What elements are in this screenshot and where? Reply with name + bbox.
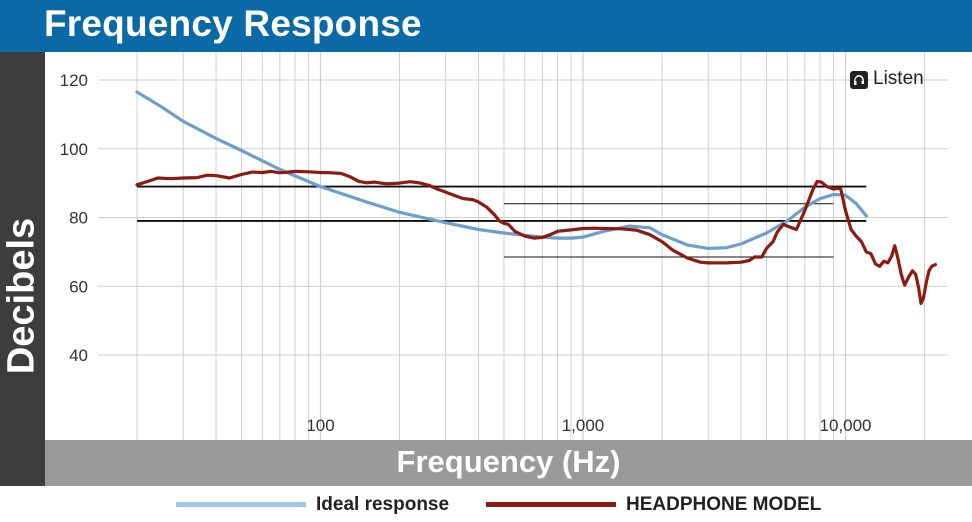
y-tick-label: 120 bbox=[60, 71, 88, 90]
y-tick-label: 60 bbox=[69, 277, 88, 296]
x-axis-label: Frequency (Hz) bbox=[396, 444, 621, 479]
chart-grid bbox=[98, 52, 948, 440]
page-title: Frequency Response bbox=[44, 3, 422, 44]
x-tick-label: 1,000 bbox=[562, 416, 605, 435]
series-line-headphone bbox=[135, 169, 937, 305]
legend-label-headphone: HEADPHONE MODEL bbox=[626, 494, 822, 515]
title-bar: Frequency Response bbox=[0, 0, 972, 52]
y-tick-label: 40 bbox=[69, 346, 88, 365]
x-tick-label: 10,000 bbox=[820, 416, 872, 435]
series-lines bbox=[135, 90, 937, 305]
brand-name: Listen bbox=[873, 68, 924, 89]
headphone-logo-icon bbox=[850, 71, 868, 89]
legend-item-headphone: HEADPHONE MODEL bbox=[486, 491, 846, 517]
legend-label-ideal: Ideal response bbox=[316, 494, 450, 515]
legend-item-ideal: Ideal response bbox=[176, 491, 476, 517]
y-axis-label-band: Decibels bbox=[0, 52, 45, 486]
chart-legend: Ideal response HEADPHONE MODEL bbox=[0, 486, 972, 522]
x-tick-label: 100 bbox=[306, 416, 334, 435]
y-tick-label: 80 bbox=[69, 209, 88, 228]
legend-swatch-ideal bbox=[176, 502, 306, 507]
series-line-ideal bbox=[135, 90, 868, 250]
x-axis-label-band: Frequency (Hz) bbox=[45, 440, 972, 486]
y-tick-label: 100 bbox=[60, 140, 88, 159]
tick-labels: 120 100 80 60 40 100 1,000 10,000 bbox=[60, 71, 872, 435]
legend-swatch-headphone bbox=[486, 502, 616, 507]
